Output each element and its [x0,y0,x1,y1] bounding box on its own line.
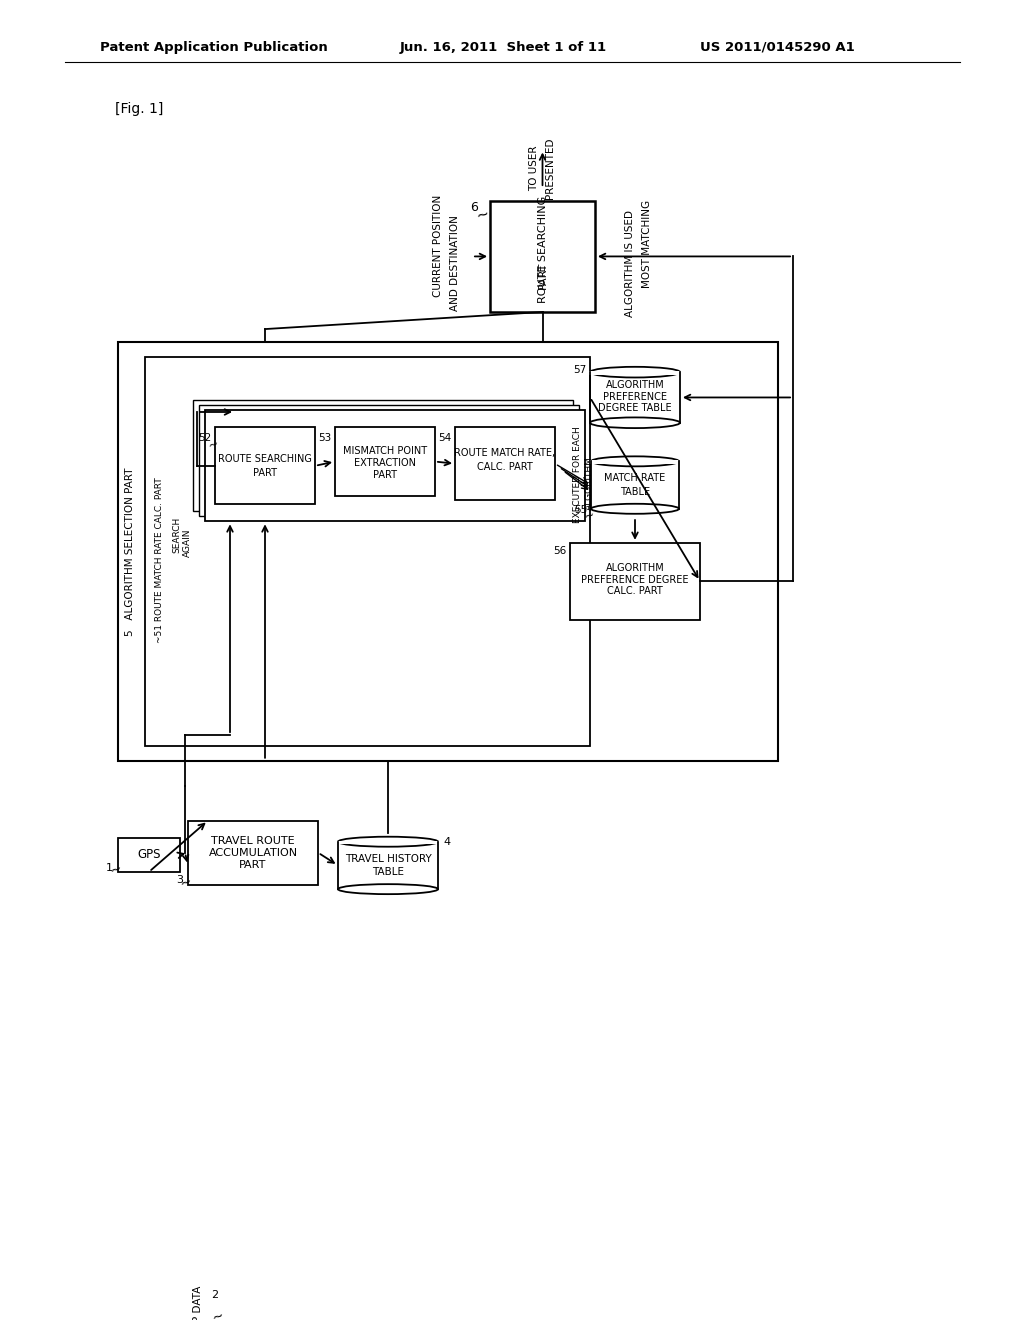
Text: PART: PART [373,470,397,480]
Text: ALGORITHM IS USED: ALGORITHM IS USED [625,210,635,317]
Ellipse shape [590,367,680,378]
Text: TRAVEL HISTORY: TRAVEL HISTORY [345,854,431,863]
Text: PRESENTED: PRESENTED [546,137,555,199]
Bar [118,838,180,871]
Text: ROUTE SEARCHING: ROUTE SEARCHING [538,195,548,304]
Text: 2: 2 [211,1290,218,1300]
Bar [215,428,315,504]
Bar [455,428,555,500]
Bar [335,428,435,496]
Text: 4: 4 [443,837,451,847]
Text: Patent Application Publication: Patent Application Publication [100,41,328,54]
Text: GPS: GPS [137,849,161,861]
Text: ALGORITHM: ALGORITHM [605,380,665,391]
Text: ROUTE SEARCHING: ROUTE SEARCHING [218,454,312,465]
Text: TO USER: TO USER [529,145,540,191]
Bar [337,841,439,843]
Text: CALC. PART: CALC. PART [477,462,532,473]
Text: AGAIN: AGAIN [182,529,191,557]
Text: ~: ~ [206,437,220,453]
Text: SEARCH: SEARCH [172,516,181,553]
Ellipse shape [590,417,680,428]
Text: ~: ~ [178,874,194,891]
Text: ROUTE MATCH RATE,: ROUTE MATCH RATE, [455,449,556,458]
Text: DEGREE TABLE: DEGREE TABLE [598,403,672,413]
Text: AND DESTINATION: AND DESTINATION [450,215,460,312]
Text: 5   ALGORITHM SELECTION PART: 5 ALGORITHM SELECTION PART [125,467,135,635]
Text: 55: 55 [573,506,587,515]
Text: MISMATCH POINT: MISMATCH POINT [343,446,427,457]
Bar [188,821,318,884]
Text: TABLE: TABLE [372,867,404,878]
Text: PREFERENCE: PREFERENCE [603,392,667,401]
Text: EXECUTED FOR EACH: EXECUTED FOR EACH [572,426,582,523]
Text: ~: ~ [474,206,490,223]
Text: ~51 ROUTE MATCH RATE CALC. PART: ~51 ROUTE MATCH RATE CALC. PART [155,478,164,643]
Text: [Fig. 1]: [Fig. 1] [115,103,164,116]
Text: PART: PART [253,467,278,478]
Text: ACCUMULATION: ACCUMULATION [209,847,298,858]
Text: 1: 1 [106,862,113,873]
Bar [589,371,681,375]
Text: ~: ~ [210,1308,226,1320]
Bar [193,400,573,511]
Bar [490,201,595,312]
Text: 3: 3 [176,875,183,886]
Text: PREFERENCE DEGREE: PREFERENCE DEGREE [582,574,689,585]
Text: ~: ~ [582,507,596,523]
Text: 54: 54 [437,433,451,442]
Text: MATCH RATE: MATCH RATE [604,474,666,483]
Text: 56: 56 [553,546,566,556]
Text: 6: 6 [470,201,478,214]
Text: PART: PART [240,859,266,870]
Bar [145,358,590,746]
Text: Jun. 16, 2011  Sheet 1 of 11: Jun. 16, 2011 Sheet 1 of 11 [400,41,607,54]
Text: US 2011/0145290 A1: US 2011/0145290 A1 [700,41,855,54]
Text: MAP DATA: MAP DATA [193,1286,203,1320]
Text: 57: 57 [572,366,586,375]
Ellipse shape [591,504,679,513]
Ellipse shape [591,457,679,466]
Text: MOST MATCHING: MOST MATCHING [642,199,652,288]
Text: PART: PART [538,261,548,289]
Text: 53: 53 [317,433,331,442]
Text: CURRENT POSITION: CURRENT POSITION [433,195,443,297]
Text: ALGORITHM: ALGORITHM [585,455,594,510]
Text: CALC. PART: CALC. PART [607,586,663,597]
Bar [590,461,680,463]
Text: 52: 52 [198,433,211,442]
Text: ALGORITHM: ALGORITHM [605,562,665,573]
Text: TABLE: TABLE [620,487,650,496]
Ellipse shape [338,837,438,846]
Text: EXTRACTION: EXTRACTION [354,458,416,469]
Bar [118,342,778,760]
Text: ~: ~ [109,862,124,879]
Text: TRAVEL ROUTE: TRAVEL ROUTE [211,836,295,846]
Ellipse shape [338,884,438,894]
Bar [570,543,700,619]
Bar [199,405,579,516]
Bar [205,411,585,521]
